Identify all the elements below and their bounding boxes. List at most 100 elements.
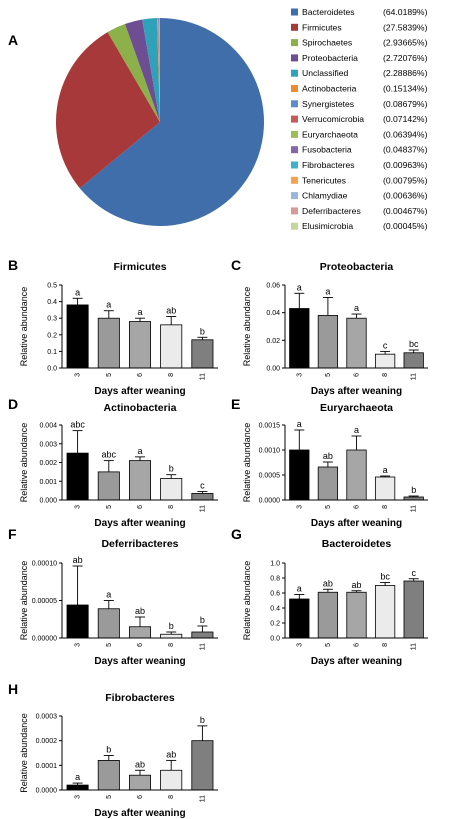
significance-letter: a [106, 300, 111, 310]
bar [97, 760, 120, 791]
chart-title: Proteobacteria [320, 261, 394, 273]
legend-swatch [291, 222, 298, 230]
bar [191, 339, 214, 369]
bar [160, 324, 183, 369]
bar [66, 304, 89, 369]
y-tick-label: 0.4 [270, 606, 280, 613]
panel-label-a: A [8, 32, 18, 48]
significance-letter: b [411, 485, 416, 495]
y-tick-label: 0.8 [270, 576, 280, 583]
legend-swatch [291, 115, 298, 123]
x-tick-label: 5 [106, 643, 113, 647]
x-tick-label: 3 [296, 643, 303, 647]
legend-label: Verrucomicrobia [302, 114, 364, 124]
x-tick-label: 5 [106, 795, 113, 799]
y-tick-label: 0.6 [270, 591, 280, 598]
bar-panel-e: E Euryarchaeota 0.0000 0.0005 0.0010 0.0015 Re… [231, 396, 428, 529]
bar [66, 452, 89, 501]
bar [374, 353, 396, 369]
bar [128, 626, 152, 639]
y-axis-label: Relative abundance [19, 561, 29, 641]
significance-letter: ab [323, 578, 333, 588]
legend-label: Deferribacteres [302, 206, 361, 216]
x-tick-label: 8 [168, 795, 175, 799]
y-tick-label: 0.3 [47, 316, 57, 323]
bar [66, 784, 89, 791]
panel-label-d: D [8, 396, 18, 412]
bar-panel-d: D Actinobacteria 0.000 0.001 0.002 0.003 0.004… [8, 396, 218, 529]
bar-panel-g: G Bacteroidetes 0.0 0.2 0.4 0.6 0.8 1.0 Relative… [231, 526, 428, 667]
significance-letter: a [137, 446, 142, 456]
x-tick-label: 5 [325, 373, 332, 377]
bar-panel-h: H Fibrobacteres 0.0000 0.0001 0.0002 0.0003 Re… [8, 681, 218, 819]
x-tick-label: 6 [354, 505, 361, 509]
x-tick-label: 6 [137, 795, 144, 799]
x-tick-label: 11 [411, 505, 418, 512]
bar [346, 449, 367, 501]
legend-percent: (0.00963%) [383, 160, 428, 170]
significance-letter: c [411, 568, 416, 578]
x-axis-label: Days after weaning [94, 386, 185, 397]
x-tick-label: 8 [168, 643, 175, 647]
chart-title: Bacteroidetes [322, 538, 392, 550]
chart-title: Euryarchaeota [320, 402, 393, 414]
bar-panel-f: F Deferribacteres 0.00000 0.00005 0.00010Rel… [8, 526, 218, 667]
y-tick-label: 0.2 [47, 332, 57, 339]
y-tick-label: 0.00000 [32, 636, 57, 643]
bar [128, 321, 152, 369]
significance-letter: ab [73, 555, 83, 565]
chart-title: Deferribacteres [101, 538, 178, 550]
chart-title: Actinobacteria [104, 402, 177, 414]
significance-letter: ab [135, 606, 145, 616]
x-axis-label: Days after weaning [311, 656, 402, 667]
x-tick-label: 5 [325, 505, 332, 509]
bar [317, 466, 339, 501]
x-axis-label: Days after weaning [311, 386, 402, 397]
legend-percent: (0.00795%) [383, 175, 428, 185]
panel-label-f: F [8, 526, 17, 542]
bar [128, 460, 152, 501]
y-tick-label: 0.0000 [36, 788, 58, 795]
y-tick-label: 0.0 [47, 366, 57, 373]
x-tick-label: 3 [75, 505, 82, 509]
x-tick-label: 11 [199, 373, 206, 380]
y-tick-label: 0.002 [39, 460, 57, 467]
bar-panel-c: C Proteobacteria 0.00 0.02 0.04 0.06 Relative … [231, 257, 428, 397]
significance-letter: b [169, 464, 174, 474]
x-tick-label: 8 [168, 505, 175, 509]
y-tick-label: 0.000 [39, 498, 57, 505]
significance-letter: b [200, 615, 205, 625]
x-tick-label: 11 [411, 643, 418, 650]
bar-panels: B Firmicutes 0.0 0.1 0.2 0.3 0.4 0.5 Relative ab… [8, 257, 428, 819]
panel-label-c: C [231, 257, 241, 273]
x-tick-label: 8 [382, 505, 389, 509]
bar [317, 315, 339, 369]
pie-slice-proteobacteria [125, 19, 160, 122]
y-tick-label: 0.003 [39, 441, 57, 448]
significance-letter: c [383, 340, 388, 350]
legend-label: Unclassified [302, 68, 349, 78]
legend-label: Fusobacteria [302, 145, 352, 155]
legend-swatch [291, 192, 298, 200]
legend-percent: (27.5839%) [383, 22, 428, 32]
legend-label: Elusimicrobia [302, 221, 353, 231]
pie-slice-firmicutes [55, 32, 160, 189]
x-tick-label: 3 [75, 373, 82, 377]
legend-percent: (0.00045%) [383, 221, 428, 231]
significance-letter: ab [166, 749, 176, 759]
pie-slice-fusobacteria [159, 17, 160, 122]
x-tick-label: 8 [382, 643, 389, 647]
x-tick-label: 6 [137, 373, 144, 377]
chart-title: Fibrobacteres [105, 692, 175, 704]
y-tick-label: 0.0003 [36, 714, 58, 721]
legend-swatch [291, 176, 298, 184]
x-tick-label: 6 [137, 505, 144, 509]
significance-letter: a [75, 287, 80, 297]
legend-swatch [291, 23, 298, 31]
bar [289, 598, 310, 639]
pie-slice-bacteroidetes [79, 18, 264, 226]
panel-label-e: E [231, 396, 240, 412]
legend-swatch [291, 39, 298, 47]
legend-swatch [291, 85, 298, 92]
bar [403, 352, 424, 369]
